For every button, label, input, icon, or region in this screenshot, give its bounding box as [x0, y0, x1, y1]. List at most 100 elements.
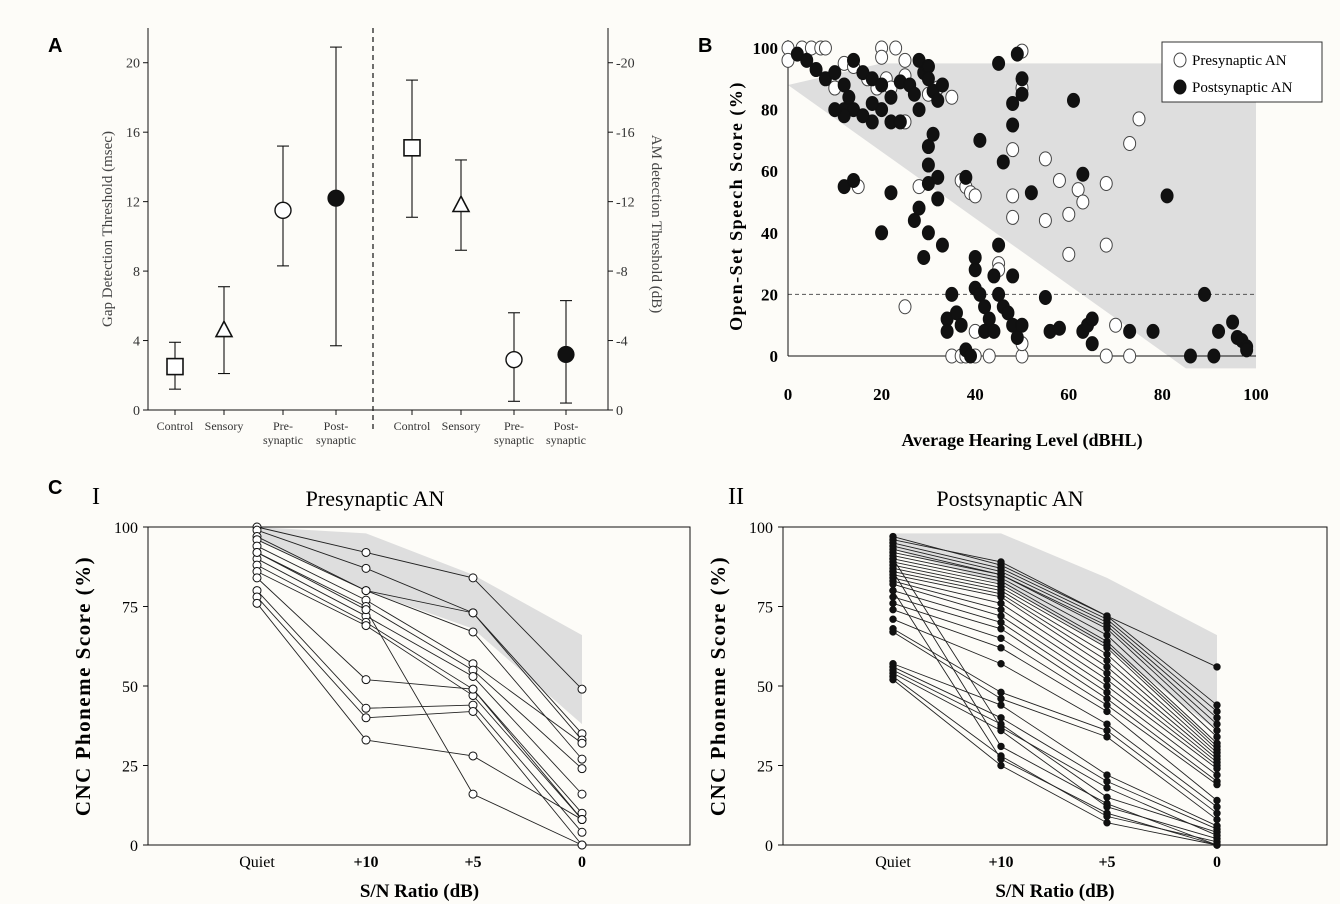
panel-c-series-line	[892, 631, 1218, 820]
panel-b-y-tick-label: 60	[761, 162, 778, 181]
panel-c-ii: 0 25 50 75 100 Quiet +10 +5 0 S/N Ratio (dB) CNC P…	[706, 484, 1328, 902]
panel-b-postsynaptic-point	[1010, 330, 1024, 346]
panel-c-series-line	[892, 669, 1218, 833]
panel-c-series-point	[577, 827, 587, 837]
panel-c-series-line	[256, 577, 583, 820]
panel-c-series-point	[997, 605, 1005, 614]
panel-b-postsynaptic-point	[954, 317, 968, 333]
panel-b-postsynaptic-point	[917, 249, 931, 265]
panel-b-postsynaptic-point	[926, 126, 940, 142]
panel-c-roman-numeral: I	[92, 484, 100, 510]
panel-c-series-point	[1213, 780, 1221, 789]
panel-c-series-point	[252, 573, 262, 583]
panel-c-series-point	[577, 840, 587, 850]
panel-b-x-tick-label: 100	[1243, 385, 1269, 404]
panel-letter-c: C	[48, 477, 62, 499]
panel-b-presynaptic-point	[1062, 206, 1076, 222]
panel-a-right-y-label: AM detection Threshold (dB)	[648, 135, 664, 313]
panel-c-series-point	[889, 605, 897, 614]
panel-c-series-point	[577, 754, 587, 764]
panel-b-postsynaptic-point	[992, 237, 1006, 253]
panel-a-category-label: Post-synaptic	[316, 419, 356, 447]
panel-b-presynaptic-point	[1123, 135, 1137, 151]
panel-b-postsynaptic-point	[987, 323, 1001, 339]
panel-c-series-point	[1213, 707, 1221, 716]
panel-c-series-point	[1103, 771, 1111, 779]
panel-b-postsynaptic-point	[800, 52, 814, 68]
panel-b-presynaptic-point	[1038, 151, 1052, 167]
panel-c-series-point	[1213, 720, 1221, 728]
panel-a-left-tick-label: 0	[133, 404, 140, 419]
panel-c-y-tick-label: 100	[114, 520, 138, 537]
panel-b-postsynaptic-point	[828, 102, 842, 118]
panel-c-series-point	[468, 789, 478, 799]
panel-c-series-point	[361, 563, 371, 573]
panel-a-right-mean-marker	[451, 194, 471, 213]
panel-a-category-label-line: Post-	[554, 419, 579, 433]
panel-c-series-point	[1103, 644, 1111, 652]
panel-c-series-point	[361, 703, 371, 713]
panel-b-presynaptic-point	[1006, 188, 1020, 204]
panel-a-right-tick-label: 0	[616, 404, 623, 419]
panel-c-series-line	[892, 583, 1218, 770]
panel-c-series-line	[892, 539, 1218, 706]
panel-a-category-label: Sensory	[442, 419, 481, 433]
panel-c-series-line	[256, 552, 583, 846]
panel-a-category-label-line: synaptic	[316, 433, 356, 447]
panel-c-series-point	[1213, 841, 1221, 849]
panel-b-postsynaptic-point	[1212, 323, 1226, 339]
panel-c-series-point	[1213, 726, 1221, 735]
panel-b-postsynaptic-point	[940, 323, 954, 339]
panel-b-presynaptic-point	[1062, 246, 1076, 262]
panel-c-series-point	[889, 593, 897, 601]
panel-b-postsynaptic-point	[921, 139, 935, 155]
panel-b-x-tick-label: 60	[1060, 385, 1077, 404]
panel-a-left-mean-marker	[214, 319, 234, 338]
panel-c-series-point	[1213, 803, 1221, 811]
panel-c-y-tick-label: 0	[130, 838, 138, 855]
panel-c-series-point	[468, 608, 478, 618]
panel-a-left-tick-label: 12	[126, 196, 140, 211]
panel-c-series-line	[256, 539, 583, 760]
panel-b-postsynaptic-point	[945, 286, 959, 302]
panel-c-series-point	[997, 612, 1005, 620]
panel-c-series-line	[892, 596, 1218, 782]
panel-c-series-line	[892, 590, 1218, 776]
panel-b-postsynaptic-point	[1085, 336, 1099, 352]
panel-b-postsynaptic-point	[856, 108, 870, 124]
panel-c-series-point	[361, 547, 371, 557]
panel-c-series-point	[468, 627, 478, 637]
panel-b-postsynaptic-point	[1240, 342, 1254, 358]
panel-a-category-label-line: Post-	[324, 419, 349, 433]
panel-a-left-mean-marker	[166, 357, 184, 376]
panel-c-series-point	[1103, 701, 1111, 709]
panel-b-x-tick-label: 20	[873, 385, 890, 404]
panel-b-postsynaptic-point	[992, 55, 1006, 71]
panel-b-postsynaptic-point	[1146, 323, 1160, 339]
panel-a-left-tick-label: 8	[133, 265, 140, 280]
panel-a-left-tick-label: 16	[126, 126, 140, 141]
panel-b-postsynaptic-point	[837, 77, 851, 93]
panel-c-series-line	[892, 548, 1218, 725]
panel-c-series-line	[256, 558, 583, 795]
panel-c-series-point	[1103, 720, 1111, 728]
panel-b-postsynaptic-point	[921, 176, 935, 192]
panel-c-normal-band	[257, 527, 582, 725]
panel-c-series-line	[892, 561, 1218, 747]
panel-b-presynaptic-point	[875, 49, 889, 65]
panel-c-series-line	[256, 536, 583, 741]
panel-c-series-line	[256, 545, 583, 744]
panel-b-x-tick-label: 40	[967, 385, 984, 404]
panel-c-series-point	[1213, 663, 1221, 671]
panel-b-presynaptic-point	[968, 188, 982, 204]
panel-c-series-point	[577, 764, 587, 774]
panel-letter-b: B	[698, 35, 712, 57]
panel-c-series-point	[361, 735, 371, 745]
panel-b-postsynaptic-point	[1006, 117, 1020, 133]
panel-c-series-point	[577, 738, 587, 748]
panel-c-series-point	[1103, 707, 1111, 716]
panel-c-series-point	[889, 580, 897, 588]
panel-b-presynaptic-point	[1076, 194, 1090, 210]
panel-c-y-tick-label: 100	[749, 520, 773, 537]
panel-c-series-point	[468, 573, 478, 583]
